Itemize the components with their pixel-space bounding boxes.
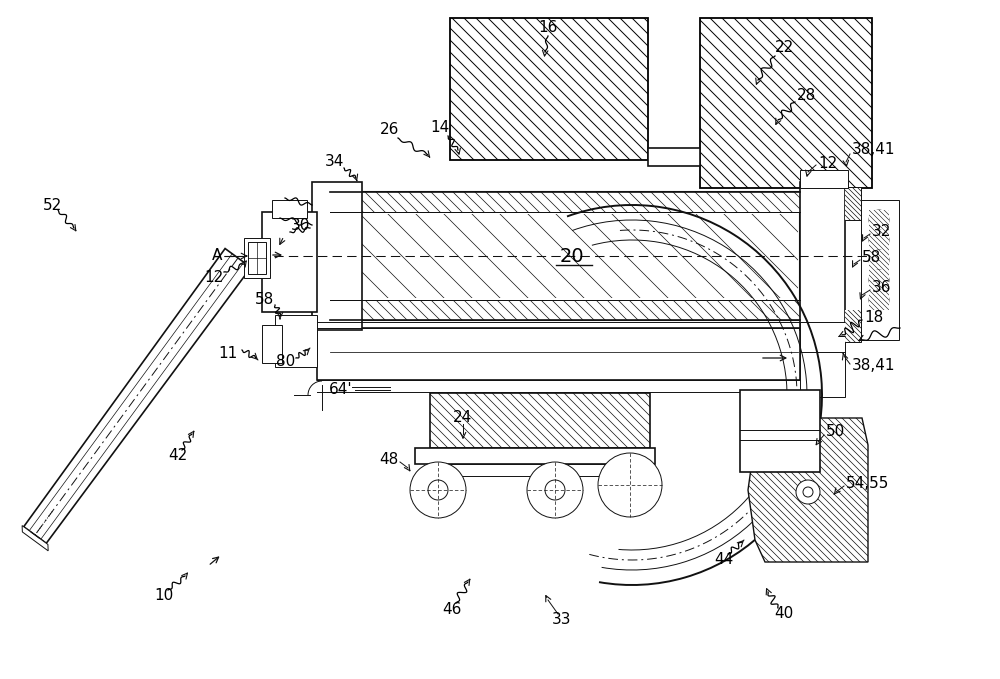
Text: 10: 10 [154, 589, 174, 604]
Text: 14: 14 [430, 120, 450, 136]
Text: 42: 42 [168, 449, 188, 464]
Bar [430, 464, 640, 476]
Bar [272, 200, 307, 218]
Polygon shape [450, 18, 648, 160]
Polygon shape [869, 290, 889, 310]
Bar [861, 200, 899, 340]
Text: 20: 20 [560, 246, 584, 265]
Circle shape [869, 290, 889, 310]
Circle shape [410, 462, 466, 518]
Text: 26: 26 [380, 122, 400, 138]
Text: 32: 32 [872, 225, 891, 240]
Polygon shape [430, 393, 650, 448]
Polygon shape [869, 270, 889, 290]
Text: 58: 58 [255, 293, 274, 308]
Text: 30: 30 [291, 217, 310, 232]
Bar [262, 325, 282, 363]
Text: 64': 64' [328, 382, 352, 397]
Circle shape [869, 250, 889, 270]
Bar [248, 242, 266, 274]
Bar [415, 448, 655, 464]
Polygon shape [845, 188, 861, 220]
Circle shape [869, 270, 889, 290]
Text: 24: 24 [453, 411, 473, 426]
Bar [800, 322, 845, 397]
Bar [845, 310, 861, 342]
Text: 54,55: 54,55 [846, 477, 889, 492]
Text: 52: 52 [42, 198, 62, 213]
Text: 16: 16 [538, 20, 558, 35]
Text: 22: 22 [775, 41, 795, 56]
Circle shape [869, 230, 889, 250]
Text: 44: 44 [714, 553, 734, 568]
Polygon shape [869, 250, 889, 270]
Text: 33: 33 [552, 612, 572, 627]
Polygon shape [330, 192, 800, 212]
Text: 48: 48 [379, 452, 398, 468]
Bar [740, 390, 820, 472]
Text: 38,41: 38,41 [852, 143, 896, 158]
Text: 18: 18 [864, 310, 883, 325]
Bar [648, 148, 700, 166]
Bar [800, 182, 845, 330]
Polygon shape [748, 418, 868, 562]
Circle shape [869, 210, 889, 230]
Bar [244, 238, 270, 278]
Polygon shape [700, 18, 872, 188]
Polygon shape [24, 249, 251, 543]
Circle shape [796, 480, 820, 504]
Text: 38,41: 38,41 [852, 359, 896, 373]
Bar [262, 212, 317, 312]
Circle shape [545, 480, 565, 500]
Polygon shape [869, 230, 889, 250]
Circle shape [598, 453, 662, 517]
Text: 28: 28 [796, 88, 816, 103]
Circle shape [428, 480, 448, 500]
Polygon shape [845, 310, 861, 342]
Text: A: A [212, 249, 222, 263]
Text: 80: 80 [276, 354, 295, 369]
Text: 34: 34 [324, 155, 344, 170]
Text: 12: 12 [818, 155, 837, 170]
Polygon shape [22, 526, 48, 551]
Circle shape [527, 462, 583, 518]
Bar [275, 315, 317, 367]
Polygon shape [869, 210, 889, 230]
Text: 58: 58 [862, 251, 881, 265]
Text: 36: 36 [872, 280, 892, 295]
Bar [330, 192, 800, 320]
Text: 12: 12 [205, 270, 224, 285]
Bar [800, 170, 848, 188]
Bar [317, 328, 800, 380]
Text: 46: 46 [442, 602, 462, 617]
Text: 11: 11 [219, 346, 238, 361]
Circle shape [803, 487, 813, 497]
Bar [845, 188, 861, 220]
Text: 40: 40 [774, 606, 794, 621]
Text: 50: 50 [826, 424, 845, 439]
Bar [312, 182, 362, 330]
Polygon shape [332, 214, 798, 298]
Polygon shape [330, 300, 800, 320]
